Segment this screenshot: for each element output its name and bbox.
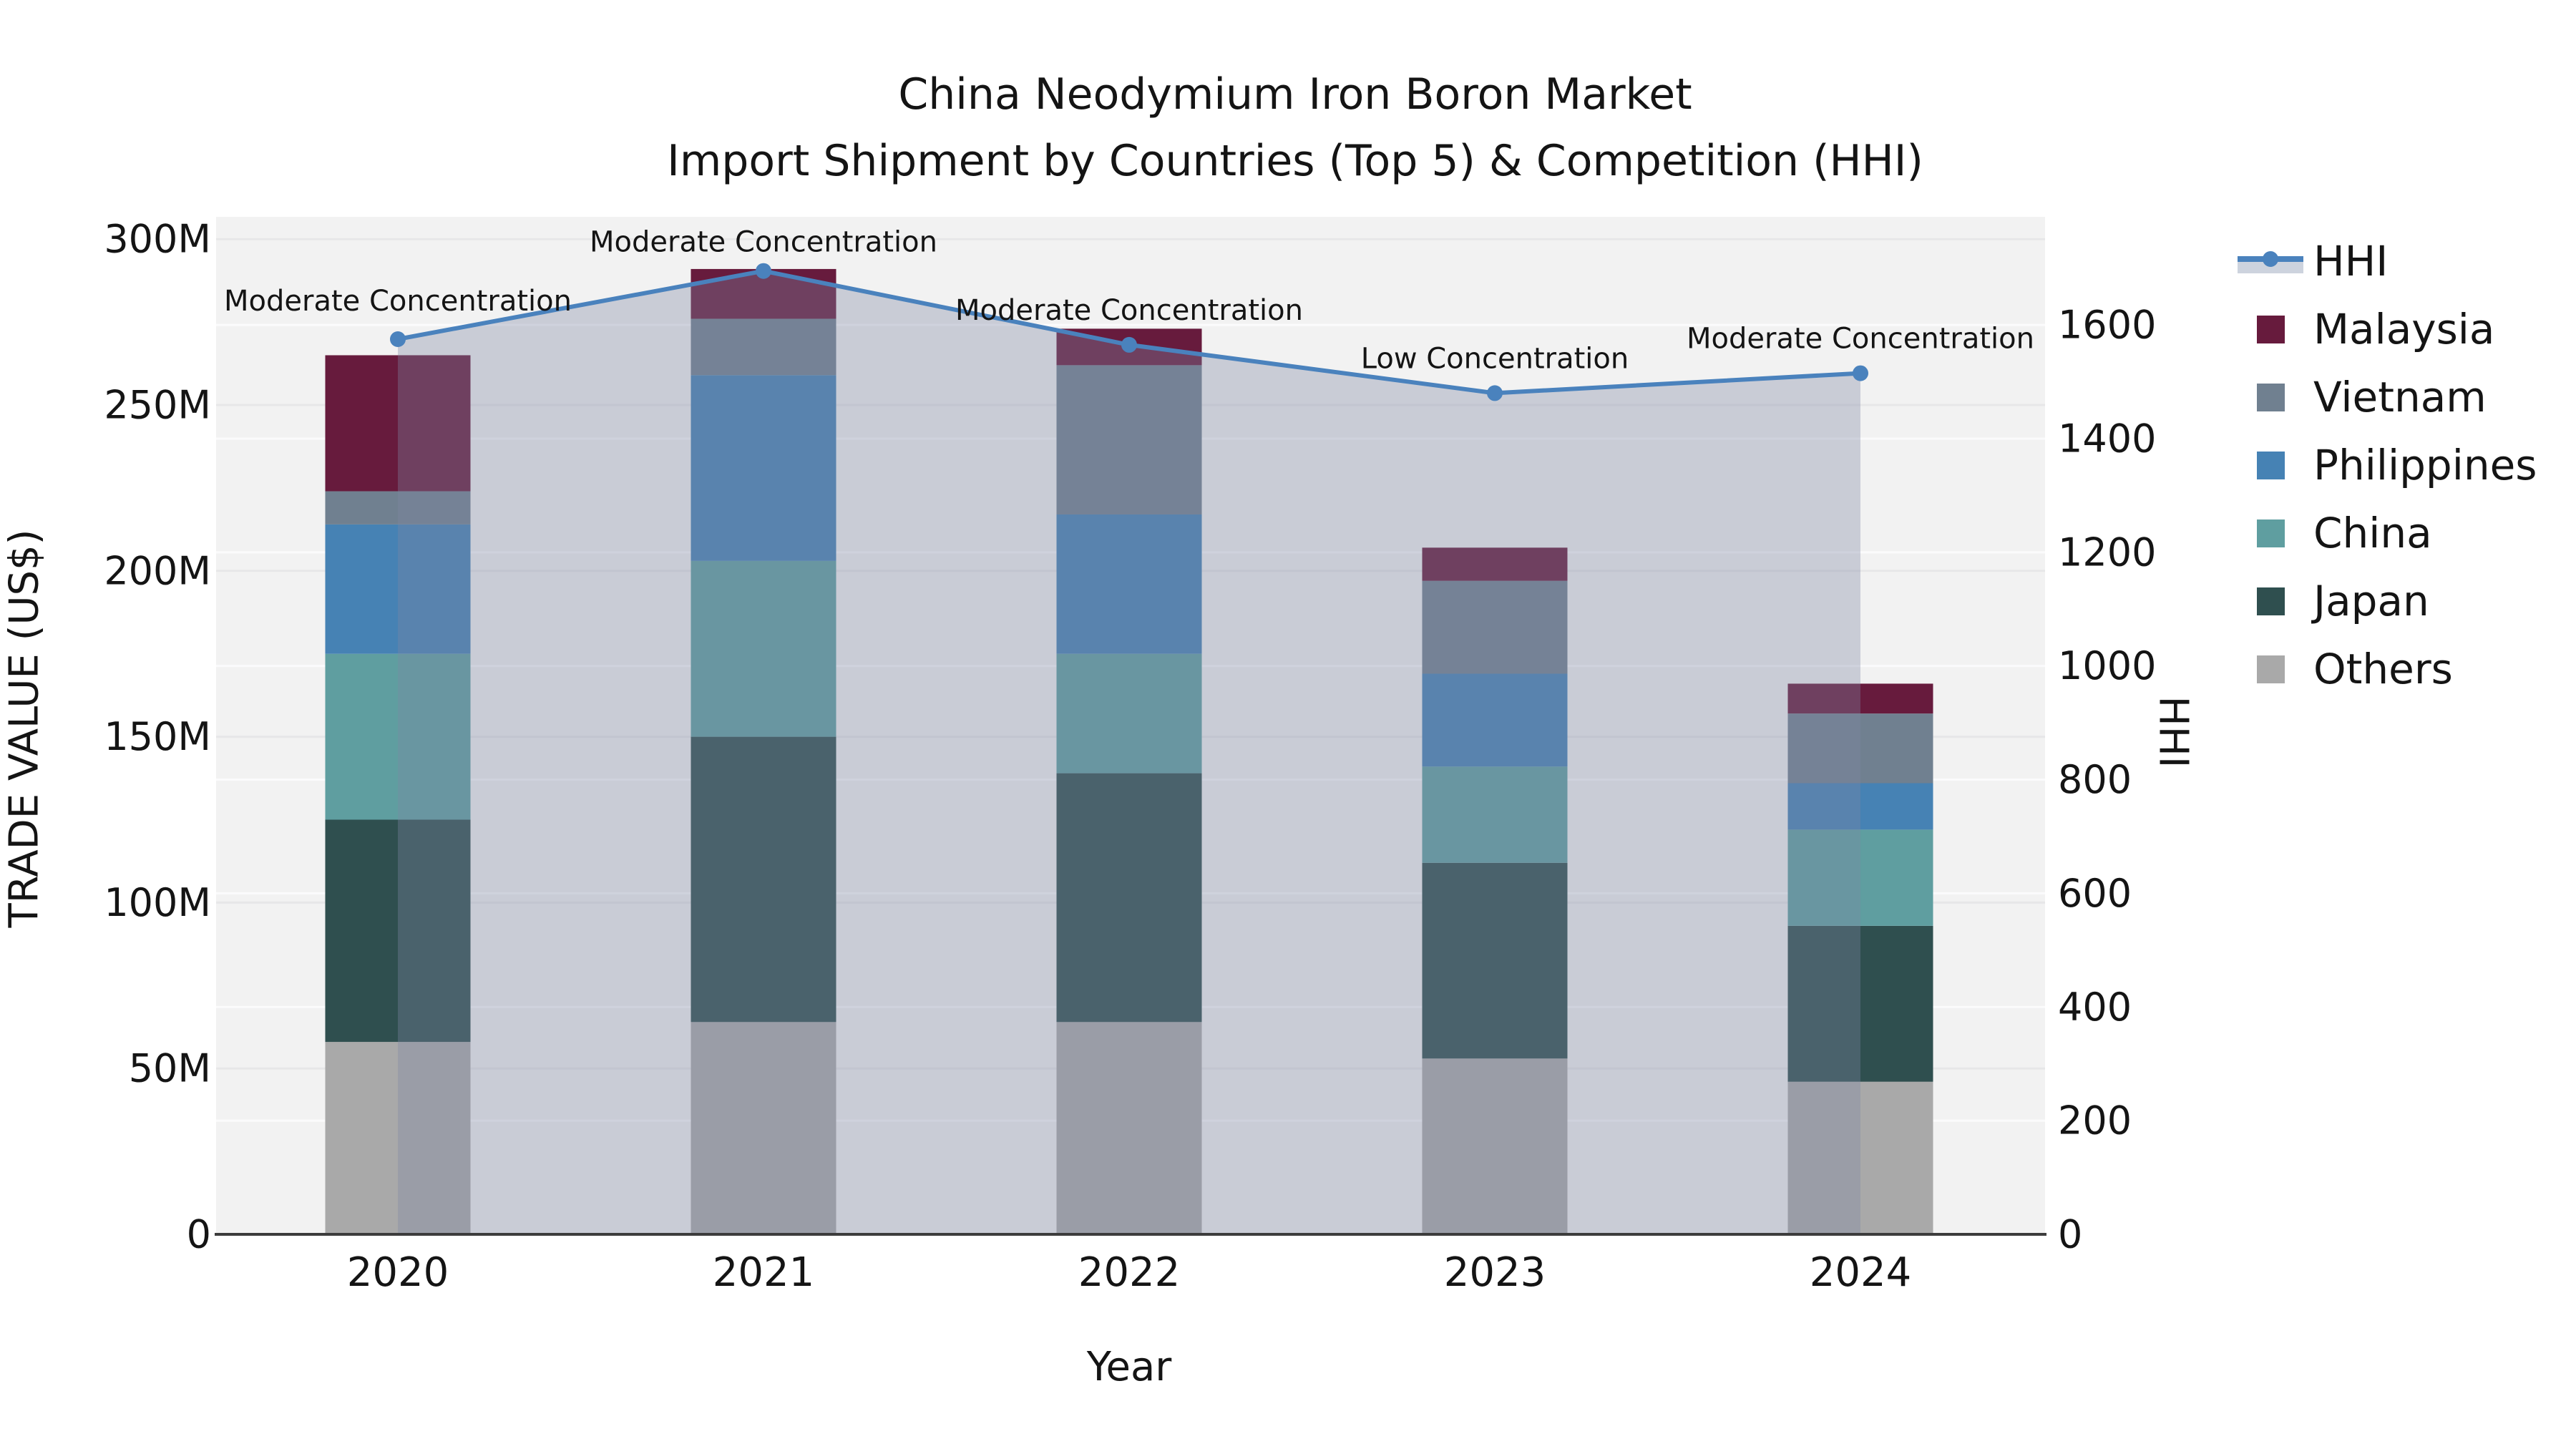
bar-segment-others-2022 [1056, 1022, 1202, 1234]
bar-segment-vietnam-2022 [1056, 365, 1202, 514]
hhi-marker-2022 [1121, 336, 1137, 353]
right-tick-1200: 1200 [2058, 530, 2156, 575]
bar-segment-others-2020 [325, 1042, 471, 1234]
right-tick-1000: 1000 [2058, 643, 2156, 688]
bar-segment-philippines-2021 [691, 375, 836, 561]
bar-segment-china-2024 [1787, 829, 1933, 926]
legend-label-japan: Japan [2313, 577, 2429, 625]
japan-color-patch [2256, 587, 2285, 615]
bar-segment-vietnam-2024 [1787, 713, 1933, 784]
bar-segment-japan-2022 [1056, 773, 1202, 1023]
hhi-line-swatch-graphic [2238, 251, 2303, 273]
chart-title-line1: China Neodymium Iron Boron Market [898, 69, 1692, 119]
legend-item-malaysia: Malaysia [2235, 301, 2494, 357]
hhi-marker-2020 [390, 331, 406, 347]
left-tick-50M: 50M [129, 1046, 211, 1091]
left-axis-title: TRADE VALUE (US$) [1, 529, 48, 928]
right-axis-title: HHI [2150, 696, 2197, 769]
chart-title: China Neodymium Iron Boron Market Import… [667, 62, 1923, 195]
x-tick-2024: 2024 [1810, 1249, 1912, 1296]
vietnam-color-patch [2256, 383, 2285, 411]
bar-segment-japan-2020 [325, 819, 471, 1043]
malaysia-swatch [2235, 315, 2306, 343]
legend-label-vietnam: Vietnam [2313, 373, 2487, 421]
right-tick-400: 400 [2058, 985, 2132, 1030]
others-swatch [2235, 655, 2306, 683]
philippines-color-patch [2256, 451, 2285, 479]
japan-swatch [2235, 587, 2306, 615]
philippines-swatch [2235, 451, 2306, 479]
left-tick-100M: 100M [104, 880, 211, 925]
bar-segment-japan-2021 [691, 736, 836, 1023]
bar-segment-vietnam-2021 [691, 318, 836, 376]
legend-label-china: China [2313, 509, 2432, 557]
annotation-2022: Moderate Concentration [955, 294, 1303, 327]
legend-item-others: Others [2235, 641, 2453, 697]
legend-item-philippines: Philippines [2235, 437, 2537, 493]
annotation-2023: Low Concentration [1361, 342, 1629, 375]
bar-segment-philippines-2023 [1422, 673, 1568, 767]
right-tick-1600: 1600 [2058, 303, 2156, 348]
legend-item-china: China [2235, 505, 2432, 561]
annotation-2021: Moderate Concentration [590, 226, 937, 259]
hhi-fill-area [398, 270, 1860, 1235]
legend-item-vietnam: Vietnam [2235, 369, 2487, 425]
bar-segment-malaysia-2020 [325, 355, 471, 492]
bar-segment-malaysia-2024 [1787, 683, 1933, 714]
x-axis-title: Year [1086, 1344, 1172, 1390]
bar-segment-japan-2024 [1787, 925, 1933, 1082]
bar-segment-malaysia-2023 [1422, 547, 1568, 581]
right-tick-600: 600 [2058, 871, 2132, 916]
left-tick-200M: 200M [104, 548, 211, 593]
bar-segment-others-2023 [1422, 1058, 1568, 1234]
legend-label-malaysia: Malaysia [2313, 305, 2495, 353]
bar-segment-japan-2023 [1422, 862, 1568, 1059]
bar-segment-others-2021 [691, 1022, 836, 1234]
bar-segment-china-2022 [1056, 653, 1202, 774]
right-tick-800: 800 [2058, 757, 2132, 802]
legend-label-philippines: Philippines [2313, 441, 2537, 489]
x-tick-2021: 2021 [713, 1249, 815, 1296]
x-tick-2020: 2020 [347, 1249, 449, 1296]
hhi-marker-2024 [1853, 365, 1868, 381]
bar-segment-others-2024 [1787, 1081, 1933, 1234]
right-tick-0: 0 [2058, 1212, 2082, 1257]
bar-segment-philippines-2024 [1787, 783, 1933, 830]
legend-item-hhi: HHI [2235, 233, 2388, 289]
legend-label-hhi: HHI [2313, 237, 2389, 286]
vietnam-swatch [2235, 383, 2306, 411]
others-color-patch [2256, 655, 2285, 683]
right-tick-200: 200 [2058, 1098, 2132, 1143]
bar-segment-china-2020 [325, 653, 471, 820]
left-tick-150M: 150M [104, 714, 211, 759]
bar-segment-china-2021 [691, 560, 836, 737]
bar-segment-vietnam-2020 [325, 491, 471, 525]
right-tick-1400: 1400 [2058, 416, 2156, 461]
left-tick-0: 0 [187, 1212, 211, 1257]
bar-segment-philippines-2020 [325, 524, 471, 654]
china-swatch [2235, 519, 2306, 547]
hhi-marker-2023 [1487, 385, 1503, 401]
legend-item-japan: Japan [2235, 573, 2429, 629]
china-color-patch [2256, 519, 2285, 547]
annotation-2024: Moderate Concentration [1687, 323, 2034, 356]
x-tick-2023: 2023 [1444, 1249, 1546, 1296]
hhi-marker-2021 [756, 263, 771, 279]
bar-segment-vietnam-2023 [1422, 580, 1568, 674]
legend-label-others: Others [2313, 645, 2453, 693]
chart-title-line2: Import Shipment by Countries (Top 5) & C… [667, 136, 1923, 186]
bar-segment-philippines-2022 [1056, 514, 1202, 654]
x-tick-2022: 2022 [1078, 1249, 1181, 1296]
left-tick-300M: 300M [104, 217, 211, 262]
annotation-2020: Moderate Concentration [224, 285, 572, 318]
malaysia-color-patch [2256, 315, 2285, 343]
hhi-line-swatch [2235, 245, 2306, 278]
bar-segment-china-2023 [1422, 766, 1568, 863]
left-tick-250M: 250M [104, 383, 211, 428]
